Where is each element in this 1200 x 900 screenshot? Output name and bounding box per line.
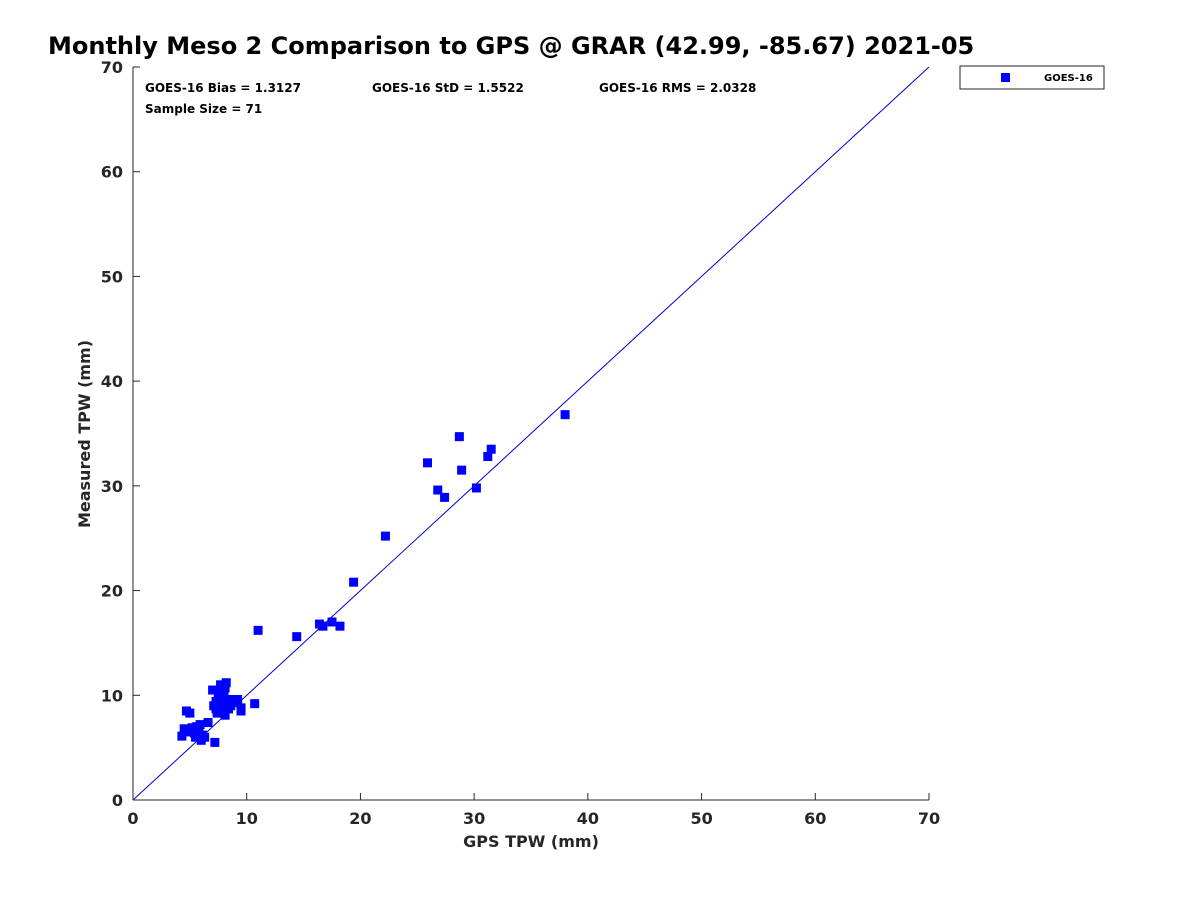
data-point — [560, 410, 570, 420]
one-to-one-reference-line — [132, 66, 930, 801]
x-tick-label: 20 — [349, 809, 371, 828]
plot-area: 0 10 20 30 40 50 60 70 0 10 20 30 40 50 60 70 — [101, 58, 940, 828]
data-point — [220, 683, 230, 693]
x-tick-label: 70 — [918, 809, 940, 828]
data-point — [486, 444, 496, 454]
x-tick-label: 0 — [127, 809, 138, 828]
data-point — [483, 452, 493, 462]
data-point — [253, 625, 263, 635]
data-points — [177, 410, 570, 747]
chart-title: Monthly Meso 2 Comparison to GPS @ GRAR … — [48, 32, 974, 60]
data-point — [233, 694, 243, 704]
x-tick-label: 30 — [463, 809, 485, 828]
data-point — [219, 689, 229, 699]
data-point — [187, 723, 197, 733]
x-axis-label: GPS TPW (mm) — [463, 832, 599, 851]
data-point — [226, 701, 236, 711]
data-point — [212, 708, 222, 718]
x-tick-label: 10 — [236, 809, 258, 828]
data-point — [250, 699, 260, 709]
y-tick-label: 30 — [101, 477, 123, 496]
data-point — [208, 685, 218, 695]
data-point — [440, 492, 450, 502]
x-tick-label: 60 — [804, 809, 826, 828]
data-point — [195, 720, 205, 730]
data-point — [220, 710, 230, 720]
data-point — [180, 727, 190, 737]
sample-size-annotation: Sample Size = 71 — [145, 102, 262, 116]
data-point — [457, 465, 467, 475]
data-point — [433, 485, 443, 495]
data-point — [454, 432, 464, 442]
data-point — [318, 621, 328, 631]
data-point — [292, 632, 302, 642]
data-point — [423, 458, 433, 468]
y-tick-label: 70 — [101, 58, 123, 77]
data-point — [380, 531, 390, 541]
y-axis-ticks: 0 10 20 30 40 50 60 70 — [101, 58, 140, 810]
data-point — [471, 483, 481, 493]
x-axis-ticks: 0 10 20 30 40 50 60 70 — [127, 793, 940, 828]
data-point — [221, 678, 231, 688]
data-point — [191, 732, 201, 742]
y-tick-label: 10 — [101, 686, 123, 705]
legend: GOES-16 — [959, 65, 1105, 90]
y-tick-label: 60 — [101, 163, 123, 182]
data-point — [327, 617, 337, 627]
y-tick-label: 50 — [101, 267, 123, 286]
legend-box — [959, 65, 1105, 90]
data-point — [236, 703, 246, 713]
std-annotation: GOES-16 StD = 1.5522 — [372, 81, 524, 95]
data-point — [185, 708, 195, 718]
data-point — [210, 737, 220, 747]
data-point — [203, 718, 213, 728]
legend-entry-goes16: GOES-16 — [1044, 73, 1093, 84]
bias-annotation: GOES-16 Bias = 1.3127 — [145, 81, 301, 95]
data-point — [216, 680, 226, 690]
x-tick-label: 40 — [577, 809, 599, 828]
y-axis-label: Measured TPW (mm) — [75, 340, 94, 528]
data-point — [200, 732, 210, 742]
data-point — [335, 621, 345, 631]
rms-annotation: GOES-16 RMS = 2.0328 — [599, 81, 756, 95]
legend-square-marker-icon — [1001, 73, 1010, 82]
x-tick-label: 50 — [690, 809, 712, 828]
y-tick-label: 20 — [101, 582, 123, 601]
data-point — [349, 577, 359, 587]
y-tick-label: 0 — [112, 791, 123, 810]
y-tick-label: 40 — [101, 372, 123, 391]
